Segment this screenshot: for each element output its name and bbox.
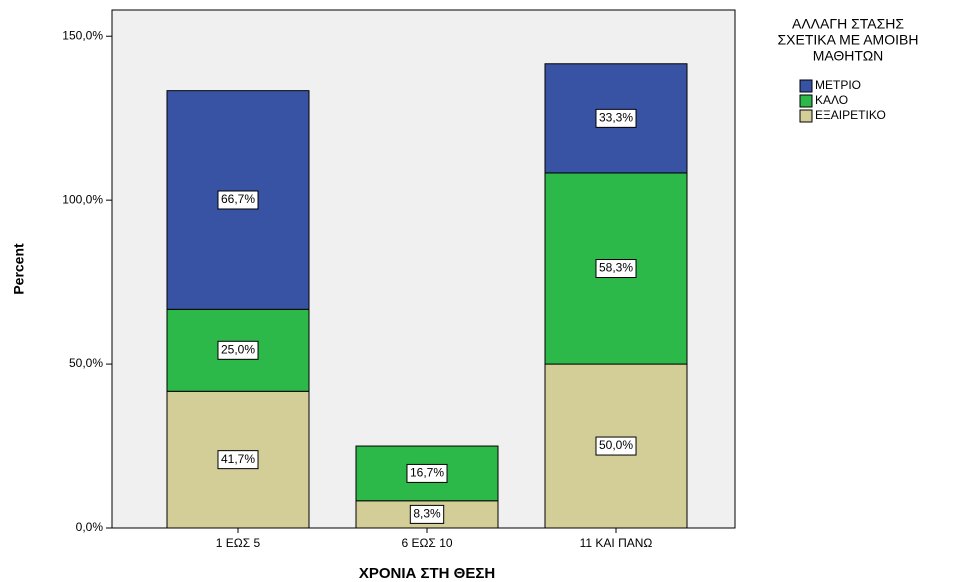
legend-label: ΜΕΤΡΙΟ bbox=[815, 78, 861, 92]
legend-label: ΚΑΛΟ bbox=[815, 93, 848, 107]
y-axis-label: Percent bbox=[11, 243, 27, 295]
data-label: 66,7% bbox=[221, 192, 255, 206]
data-label-box bbox=[595, 436, 637, 456]
x-tick-label: 1 ΕΩΣ 5 bbox=[216, 536, 261, 550]
y-tick-label: 0,0% bbox=[76, 520, 104, 534]
legend-swatch bbox=[799, 94, 813, 108]
legend-swatch bbox=[799, 109, 813, 123]
x-axis-label: ΧΡΟΝΙΑ ΣΤΗ ΘΕΣΗ bbox=[359, 565, 495, 582]
y-tick-label: 150,0% bbox=[62, 28, 103, 42]
data-label-box bbox=[217, 340, 259, 360]
data-label-box bbox=[409, 504, 445, 524]
data-label: 33,3% bbox=[599, 111, 633, 125]
data-label: 16,7% bbox=[410, 466, 444, 480]
x-tick-label: 11 ΚΑΙ ΠΑΝΩ bbox=[580, 536, 653, 550]
data-label-box bbox=[217, 190, 259, 210]
legend-label: ΕΞΑΙΡΕΤΙΚΟ bbox=[815, 108, 886, 122]
y-tick-label: 50,0% bbox=[69, 356, 103, 370]
legend-swatch bbox=[799, 79, 813, 93]
data-label: 58,3% bbox=[599, 261, 633, 275]
legend-title: ΜΑΘΗΤΩΝ bbox=[813, 48, 884, 64]
data-label-box bbox=[406, 463, 448, 483]
data-label-box bbox=[595, 108, 637, 128]
y-tick-label: 100,0% bbox=[62, 192, 103, 206]
legend-title: ΣΧΕΤΙΚΑ ΜΕ ΑΜΟΙΒΗ bbox=[778, 32, 919, 48]
data-label-box bbox=[217, 450, 259, 470]
data-label: 50,0% bbox=[599, 438, 633, 452]
data-label-box bbox=[595, 259, 637, 279]
legend-title: ΑΛΛΑΓΗ ΣΤΑΣΗΣ bbox=[792, 16, 904, 32]
data-label: 41,7% bbox=[221, 452, 255, 466]
data-label: 8,3% bbox=[413, 507, 441, 521]
x-tick-label: 6 ΕΩΣ 10 bbox=[401, 536, 452, 550]
data-label: 25,0% bbox=[221, 342, 255, 356]
